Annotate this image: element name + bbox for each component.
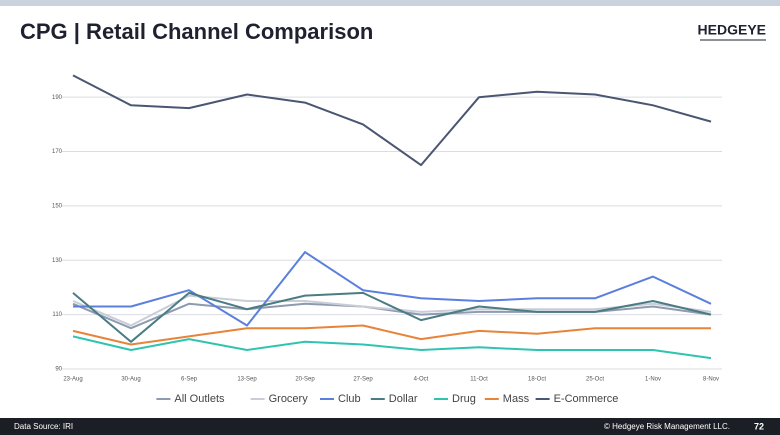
x-tick-label: 18-Oct	[528, 377, 546, 383]
legend-label: Dollar	[389, 393, 418, 405]
footer-bar	[0, 418, 780, 435]
y-tick-label: 150	[52, 203, 63, 209]
y-tick-label: 170	[52, 149, 63, 155]
legend-label: E-Commerce	[554, 393, 619, 405]
y-tick-label: 190	[52, 95, 63, 101]
x-tick-label: 30-Aug	[121, 377, 140, 383]
x-tick-label: 25-Oct	[586, 377, 604, 383]
legend-label: Drug	[452, 393, 476, 405]
legend-label: All Outlets	[174, 393, 225, 405]
x-tick-label: 23-Aug	[63, 377, 82, 383]
series-line	[73, 251, 712, 327]
top-bar	[0, 0, 780, 6]
series-line	[72, 74, 712, 167]
series-line	[72, 291, 712, 343]
y-tick-label: 90	[55, 367, 62, 373]
page-number: 72	[754, 421, 764, 431]
legend-label: Mass	[503, 393, 530, 405]
series-line	[72, 324, 711, 346]
series-line	[72, 335, 712, 360]
x-tick-label: 20-Sep	[295, 377, 315, 383]
chart-title: CPG | Retail Channel Comparison	[20, 19, 373, 44]
x-tick-label: 4-Oct	[414, 377, 429, 383]
y-tick-label: 110	[52, 312, 62, 318]
x-tick-label: 27-Sep	[353, 377, 373, 383]
x-tick-label: 11-Oct	[470, 377, 488, 383]
x-tick-label: 6-Sep	[181, 377, 198, 383]
y-tick-label: 130	[52, 258, 63, 264]
data-source: Data Source: IRI	[14, 422, 73, 431]
legend-label: Club	[338, 393, 361, 405]
brand-logo: HEDGEYE	[698, 22, 766, 38]
x-tick-label: 8-Nov	[703, 377, 719, 383]
legend-label: Grocery	[269, 393, 309, 405]
copyright: © Hedgeye Risk Management LLC.	[604, 422, 730, 431]
x-tick-label: 13-Sep	[237, 377, 257, 383]
x-tick-label: 1-Nov	[645, 377, 661, 383]
